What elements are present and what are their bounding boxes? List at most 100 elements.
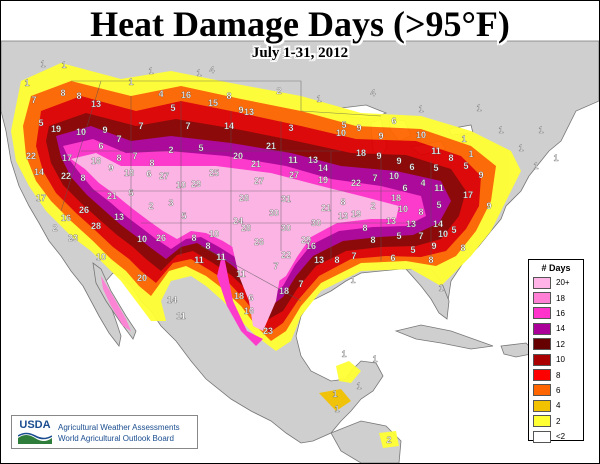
- day-count-label: 14: [318, 163, 328, 173]
- day-count-label: 11: [194, 255, 204, 265]
- day-count-label: 13: [114, 212, 124, 222]
- day-count-label: 21: [107, 191, 117, 201]
- day-count-label: 19: [318, 175, 328, 185]
- legend-item: 14: [529, 321, 583, 336]
- legend-swatch: [533, 430, 551, 443]
- day-count-label: 17: [36, 193, 46, 203]
- day-count-label: 6: [391, 116, 396, 126]
- usda-logo: USDA: [16, 419, 54, 445]
- day-count-label: 6: [98, 141, 103, 151]
- day-count-label: 16: [244, 306, 254, 316]
- legend-item: 6: [529, 383, 583, 398]
- day-count-label: 7: [273, 261, 278, 271]
- day-count-label: 5: [128, 188, 133, 198]
- usda-wave-icon: [18, 432, 52, 444]
- day-count-label: 22: [351, 178, 361, 188]
- day-count-label: 10: [416, 130, 426, 140]
- day-count-label: 5: [396, 231, 401, 241]
- day-count-label: 10: [209, 229, 219, 239]
- day-count-label: 30: [269, 208, 279, 218]
- day-count-label: 9: [102, 125, 107, 135]
- day-count-label: 4: [370, 88, 375, 98]
- legend-title: # Days: [541, 263, 571, 273]
- day-count-label: 29: [301, 235, 311, 245]
- day-count-label: 19: [51, 124, 61, 134]
- day-count-label: 5: [181, 211, 186, 221]
- day-count-label: 22: [26, 151, 36, 161]
- day-count-label: 8: [80, 173, 85, 183]
- day-count-label: 16: [91, 156, 101, 166]
- day-count-label: 27: [254, 176, 264, 186]
- day-count-label: 6: [409, 162, 414, 172]
- day-count-label: 7: [351, 251, 356, 261]
- day-count-label: 26: [156, 233, 166, 243]
- day-count-label: 1: [40, 59, 45, 69]
- day-count-label: 18: [279, 286, 289, 296]
- day-count-label: 13: [406, 219, 416, 229]
- legend-item: 2: [529, 414, 583, 429]
- day-count-label: 8: [448, 153, 453, 163]
- day-count-label: 9: [431, 241, 436, 251]
- land-hispaniola: [500, 342, 537, 358]
- legend-swatch: [533, 338, 551, 351]
- day-count-label: 22: [61, 171, 71, 181]
- legend-label: 12: [556, 339, 565, 349]
- day-count-label: 11: [176, 311, 186, 321]
- day-count-label: 18: [234, 291, 244, 301]
- heat-shading: [11, 63, 521, 448]
- day-count-label: 22: [281, 250, 291, 260]
- day-count-label: 10: [398, 204, 408, 214]
- day-count-label: 1: [518, 143, 523, 153]
- day-count-label: 10: [76, 127, 86, 137]
- day-count-label: 9: [478, 170, 483, 180]
- day-count-label: 23: [263, 326, 273, 336]
- day-count-label: 30: [281, 223, 291, 233]
- day-count-label: 2: [168, 145, 173, 155]
- legend-label: 16: [556, 308, 565, 318]
- day-count-label: 14: [224, 121, 234, 131]
- legend-item: 10: [529, 352, 583, 367]
- legend-label: 14: [556, 324, 565, 334]
- state-borders: [60, 80, 432, 302]
- day-count-label: 30: [311, 218, 321, 228]
- day-count-label: 1: [468, 149, 473, 159]
- day-count-label: 21: [266, 141, 276, 151]
- day-count-label: 13: [308, 155, 318, 165]
- legend-item: 20+: [529, 275, 583, 290]
- day-count-label: 9: [378, 131, 383, 141]
- day-count-label: 5: [198, 143, 203, 153]
- day-count-label: 20: [137, 273, 147, 283]
- day-count-label: 26: [254, 237, 264, 247]
- day-count-label: 13: [386, 216, 396, 226]
- day-count-label: 14: [433, 219, 443, 229]
- day-count-label: 14: [167, 295, 177, 305]
- legend-item: <2: [529, 429, 583, 444]
- day-count-label: 8: [116, 153, 121, 163]
- day-count-label: 10: [336, 128, 346, 138]
- day-count-label: 9: [238, 105, 243, 115]
- legend-label: 8: [556, 370, 561, 380]
- day-count-label: 6: [146, 169, 151, 179]
- day-count-label: 1: [128, 77, 133, 87]
- day-count-label: 11: [288, 155, 298, 165]
- day-count-label: 5: [170, 103, 175, 113]
- day-count-label: 9: [376, 151, 381, 161]
- day-count-label: 7: [418, 231, 423, 241]
- legend-swatch: [533, 353, 551, 366]
- legend-rows: 20+ 18 16 14 12 10 8 6 4 2 <2: [529, 275, 583, 444]
- day-count-label: 2: [52, 223, 57, 233]
- day-count-label: 5: [410, 245, 415, 255]
- day-count-label: 1: [61, 60, 66, 70]
- day-count-label: 10: [137, 234, 147, 244]
- day-count-label: 1: [476, 103, 481, 113]
- day-count-label: 15: [208, 98, 218, 108]
- legend-label: 2: [556, 416, 561, 426]
- day-count-label: 31: [281, 194, 291, 204]
- day-count-label: 1: [196, 68, 201, 78]
- day-count-label: 14: [34, 167, 44, 177]
- legend-swatch: [533, 369, 551, 382]
- day-count-label: 6: [402, 183, 407, 193]
- day-count-label: 1: [553, 153, 558, 163]
- legend-swatch: [533, 292, 551, 305]
